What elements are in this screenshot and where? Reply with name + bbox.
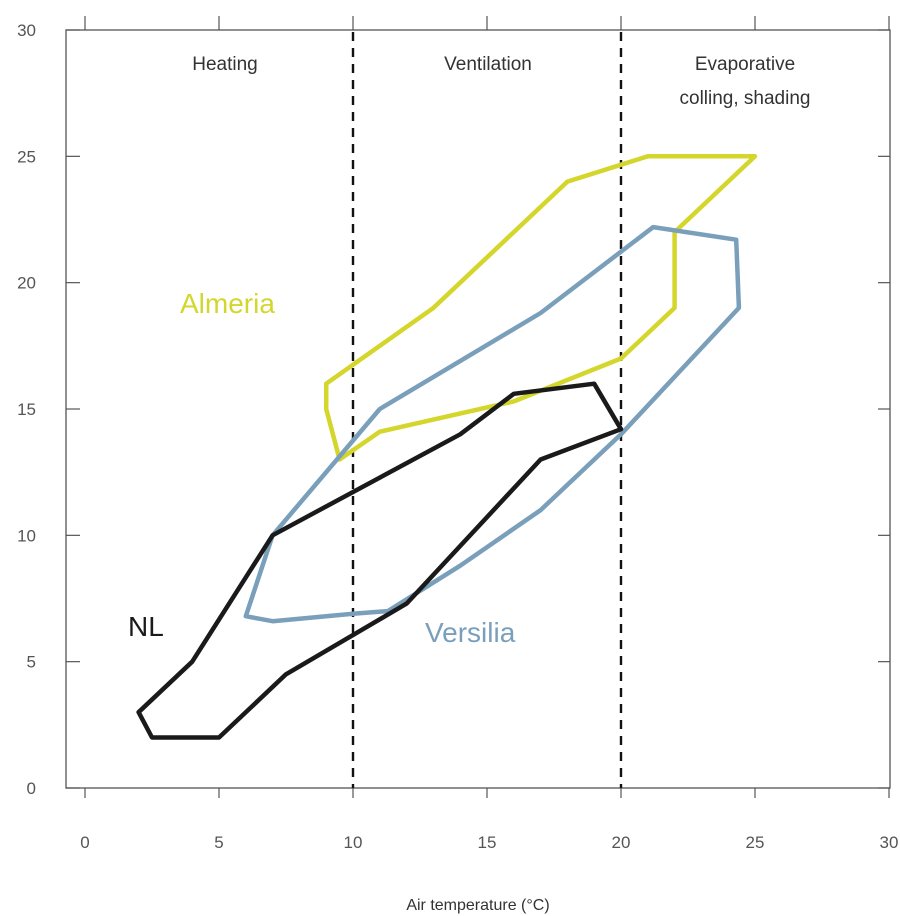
zone-label: colling, shading (680, 88, 811, 109)
series-outline-almeria (323, 154, 758, 462)
x-tick-label: 10 (344, 833, 363, 852)
series-outline-versilia (243, 224, 742, 624)
zone-label: Ventilation (444, 54, 532, 75)
x-tick-label: 0 (80, 833, 89, 852)
series-outline-nl (136, 381, 624, 740)
series-group (136, 154, 758, 740)
zone-label: Evaporative (695, 54, 795, 75)
zone-boundaries (351, 32, 623, 788)
y-tick-label: 25 (17, 147, 36, 166)
y-tick-label: 20 (17, 274, 36, 293)
series-labels: Almeria Versilia NL (128, 288, 516, 648)
x-tick-label: 25 (746, 833, 765, 852)
x-tick-label: 20 (612, 833, 631, 852)
y-tick-label: 5 (27, 653, 36, 672)
series-label-nl: NL (128, 611, 164, 642)
x-tick-label: 5 (214, 833, 223, 852)
series-label-versilia: Versilia (425, 617, 516, 648)
y-tick-label: 30 (17, 21, 36, 40)
x-axis: 0 5 10 15 20 25 30 (80, 16, 898, 852)
y-axis: 0 5 10 15 20 25 30 (17, 21, 890, 798)
series-label-almeria: Almeria (180, 288, 275, 319)
x-tick-label: 15 (478, 833, 497, 852)
y-tick-label: 0 (27, 779, 36, 798)
zone-label: Heating (192, 54, 258, 75)
x-tick-label: 30 (880, 833, 899, 852)
zone-labels: Heating Ventilation Evaporative colling, sh… (192, 54, 810, 109)
y-tick-label: 15 (17, 400, 36, 419)
x-axis-title: Air temperature (°C) (406, 897, 549, 914)
y-tick-label: 10 (17, 526, 36, 545)
